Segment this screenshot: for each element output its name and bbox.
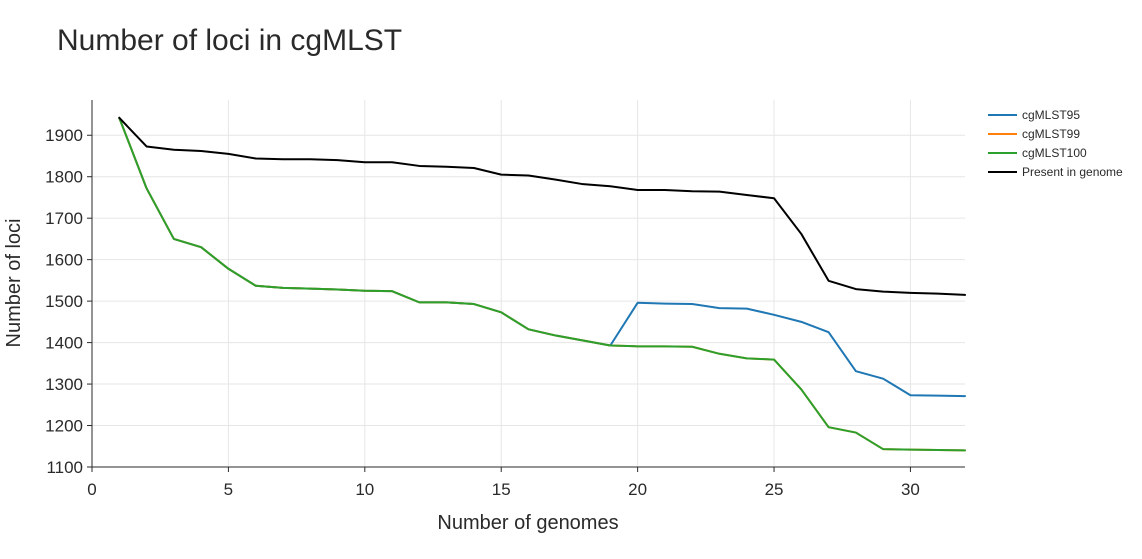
y-tick-label: 1300 xyxy=(45,375,83,394)
y-tick-label: 1100 xyxy=(46,458,83,477)
y-axis-title: Number of loci xyxy=(3,219,25,348)
legend-item-present-in-genome[interactable]: Present in genome xyxy=(988,165,1123,179)
x-tick-label: 5 xyxy=(224,480,233,499)
legend-label: Present in genome xyxy=(1022,165,1123,179)
y-tick-label: 1500 xyxy=(45,292,83,311)
legend[interactable]: cgMLST95 cgMLST99 cgMLST100 Present in geno… xyxy=(988,108,1123,179)
x-tick-label: 20 xyxy=(628,480,647,499)
axes: 0 5 10 15 20 25 30 1100 1200 1300 1400 1500 1600 1700… xyxy=(45,100,965,499)
series-layer xyxy=(118,116,966,452)
x-tick-label: 30 xyxy=(901,480,920,499)
x-tick-label: 25 xyxy=(765,480,784,499)
series-line-present-in-genome xyxy=(118,116,966,296)
x-tick-label: 15 xyxy=(492,480,511,499)
series-line-cgmlst95 xyxy=(118,116,966,398)
y-tick-label: 1900 xyxy=(45,126,83,145)
grid-layer xyxy=(92,100,965,468)
x-tick-label: 0 xyxy=(87,480,96,499)
x-axis-title: Number of genomes xyxy=(437,512,618,534)
y-tick-label: 1800 xyxy=(45,168,83,187)
legend-item-cgmlst100[interactable]: cgMLST100 xyxy=(988,146,1087,160)
y-tick-label: 1700 xyxy=(45,209,83,228)
y-tick-label: 1400 xyxy=(45,334,83,353)
y-tick-label: 1200 xyxy=(45,417,83,436)
series-line-cgmlst100 xyxy=(118,116,966,452)
legend-item-cgmlst99[interactable]: cgMLST99 xyxy=(988,127,1080,141)
chart-title: Number of loci in cgMLST xyxy=(57,24,402,57)
x-tick-label: 10 xyxy=(355,480,374,499)
legend-label: cgMLST99 xyxy=(1022,127,1080,141)
legend-label: cgMLST95 xyxy=(1022,108,1080,122)
legend-item-cgmlst95[interactable]: cgMLST95 xyxy=(988,108,1080,122)
legend-label: cgMLST100 xyxy=(1022,146,1087,160)
y-tick-label: 1600 xyxy=(45,251,83,270)
